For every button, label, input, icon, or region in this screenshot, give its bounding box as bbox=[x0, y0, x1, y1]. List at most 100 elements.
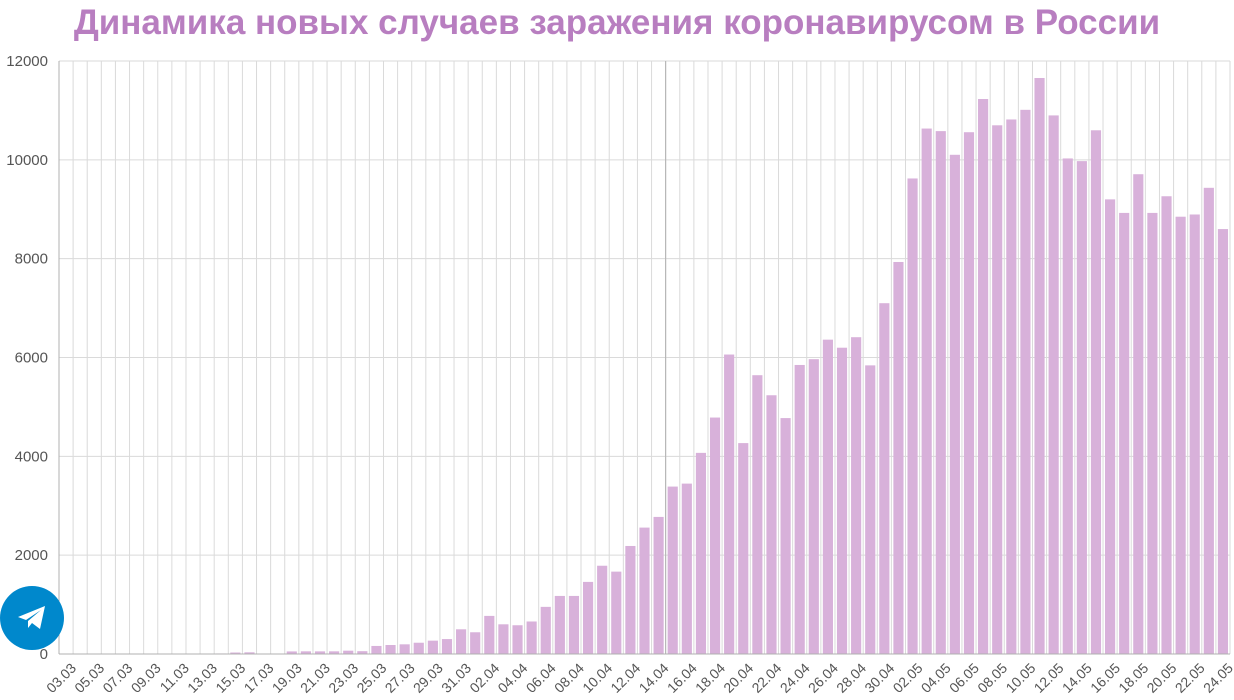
bar-25.03 bbox=[371, 645, 382, 654]
bar-12.04 bbox=[625, 545, 636, 654]
bar-17.05 bbox=[1119, 212, 1130, 654]
y-tick-label: 8000 bbox=[15, 251, 48, 268]
bar-23.04 bbox=[780, 418, 791, 654]
bar-06.04 bbox=[540, 606, 551, 654]
bar-09.05 bbox=[1006, 119, 1017, 655]
bar-09.04 bbox=[582, 581, 594, 654]
x-tick-label: 30.04 bbox=[861, 660, 897, 696]
bar-28.04 bbox=[851, 337, 862, 654]
chart-title: Динамика новых случаев заражения коронав… bbox=[73, 3, 1161, 42]
bar-05.05 bbox=[949, 154, 960, 654]
x-tick-label: 06.05 bbox=[946, 660, 982, 696]
x-tick-label: 10.05 bbox=[1002, 660, 1038, 696]
bar-16.04 bbox=[681, 483, 692, 654]
bar-06.05 bbox=[963, 132, 975, 654]
bar-23.03 bbox=[343, 650, 354, 654]
x-tick-label: 16.04 bbox=[664, 660, 700, 696]
bar-30.04 bbox=[879, 303, 890, 654]
bar-27.04 bbox=[836, 347, 848, 654]
x-tick-label: 19.03 bbox=[269, 660, 305, 696]
bar-08.04 bbox=[568, 595, 580, 654]
bar-13.04 bbox=[639, 527, 650, 654]
bar-18.05 bbox=[1133, 174, 1144, 655]
bar-02.05 bbox=[907, 178, 918, 654]
x-tick-label: 13.03 bbox=[184, 660, 220, 696]
bar-15.05 bbox=[1090, 130, 1102, 654]
bar-26.03 bbox=[385, 645, 396, 654]
y-tick-label: 6000 bbox=[15, 350, 48, 367]
y-tick-label: 12000 bbox=[6, 53, 48, 70]
bar-10.05 bbox=[1020, 109, 1031, 654]
grid-lines bbox=[58, 60, 1231, 655]
bar-12.05 bbox=[1048, 115, 1059, 654]
bar-29.03 bbox=[427, 640, 438, 654]
bar-27.03 bbox=[399, 644, 410, 654]
x-tick-label: 29.03 bbox=[410, 660, 446, 696]
telegram-share-button[interactable] bbox=[0, 586, 64, 650]
x-tick-label: 16.05 bbox=[1087, 660, 1123, 696]
x-tick-label: 18.04 bbox=[692, 660, 728, 696]
x-tick-label: 21.03 bbox=[297, 660, 333, 696]
bar-22.04 bbox=[766, 395, 777, 654]
x-tick-label: 31.03 bbox=[438, 660, 474, 696]
bar-14.05 bbox=[1076, 161, 1087, 654]
bar-03.04 bbox=[498, 624, 509, 654]
axes bbox=[58, 61, 1230, 655]
telegram-icon bbox=[18, 606, 45, 629]
bar-20.04 bbox=[738, 443, 749, 654]
bar-01.04 bbox=[470, 632, 481, 654]
bar-07.04 bbox=[554, 595, 565, 654]
bar-24.05 bbox=[1217, 229, 1229, 654]
bar-03.05 bbox=[921, 128, 932, 654]
x-tick-label: 08.05 bbox=[974, 660, 1010, 696]
bar-07.05 bbox=[978, 99, 989, 655]
bar-16.03 bbox=[244, 652, 255, 654]
x-tick-label: 08.04 bbox=[551, 660, 587, 696]
x-tick-label: 14.04 bbox=[636, 660, 672, 696]
bar-31.03 bbox=[456, 629, 467, 654]
bar-15.04 bbox=[667, 486, 678, 654]
bar-15.03 bbox=[230, 652, 241, 654]
x-tick-label: 10.04 bbox=[579, 660, 615, 696]
x-tick-label: 27.03 bbox=[382, 660, 418, 696]
bar-02.04 bbox=[484, 615, 495, 654]
bar-23.05 bbox=[1203, 187, 1214, 654]
bars bbox=[60, 77, 1229, 655]
y-tick-label: 10000 bbox=[6, 152, 48, 169]
x-tick-label: 05.03 bbox=[71, 660, 107, 696]
bar-19.04 bbox=[724, 354, 735, 654]
x-tick-label: 23.03 bbox=[325, 660, 361, 696]
bar-20.03 bbox=[300, 651, 311, 654]
bar-29.04 bbox=[865, 365, 876, 654]
bar-17.04 bbox=[695, 452, 707, 654]
x-tick-label: 03.03 bbox=[43, 660, 79, 696]
y-tick-labels: 0 2000 4000 6000 8000 10000 12000 bbox=[6, 53, 48, 663]
bar-08.05 bbox=[992, 125, 1003, 655]
x-tick-label: 22.04 bbox=[748, 660, 784, 696]
x-tick-label: 20.05 bbox=[1143, 660, 1179, 696]
x-tick-label: 22.05 bbox=[1172, 660, 1208, 696]
bar-14.04 bbox=[653, 516, 664, 654]
y-tick-label: 0 bbox=[40, 646, 48, 663]
x-tick-label: 24.05 bbox=[1200, 660, 1234, 696]
bar-25.04 bbox=[808, 359, 819, 654]
bar-13.05 bbox=[1062, 158, 1073, 655]
x-tick-label: 04.04 bbox=[494, 660, 530, 696]
bar-11.05 bbox=[1034, 77, 1045, 655]
x-tick-label: 26.04 bbox=[805, 660, 841, 696]
bar-22.05 bbox=[1189, 214, 1200, 654]
bar-19.05 bbox=[1147, 212, 1158, 654]
bar-21.03 bbox=[314, 651, 326, 654]
bar-21.05 bbox=[1175, 216, 1186, 654]
bar-24.03 bbox=[357, 651, 368, 654]
bar-21.04 bbox=[752, 375, 763, 654]
x-tick-label: 06.04 bbox=[523, 660, 559, 696]
bar-24.04 bbox=[794, 364, 805, 654]
x-tick-label: 17.03 bbox=[241, 660, 277, 696]
x-tick-label: 12.05 bbox=[1031, 660, 1067, 696]
bar-20.05 bbox=[1161, 196, 1172, 654]
bar-26.04 bbox=[822, 339, 833, 654]
bar-11.04 bbox=[611, 571, 622, 654]
bar-30.03 bbox=[441, 639, 453, 654]
